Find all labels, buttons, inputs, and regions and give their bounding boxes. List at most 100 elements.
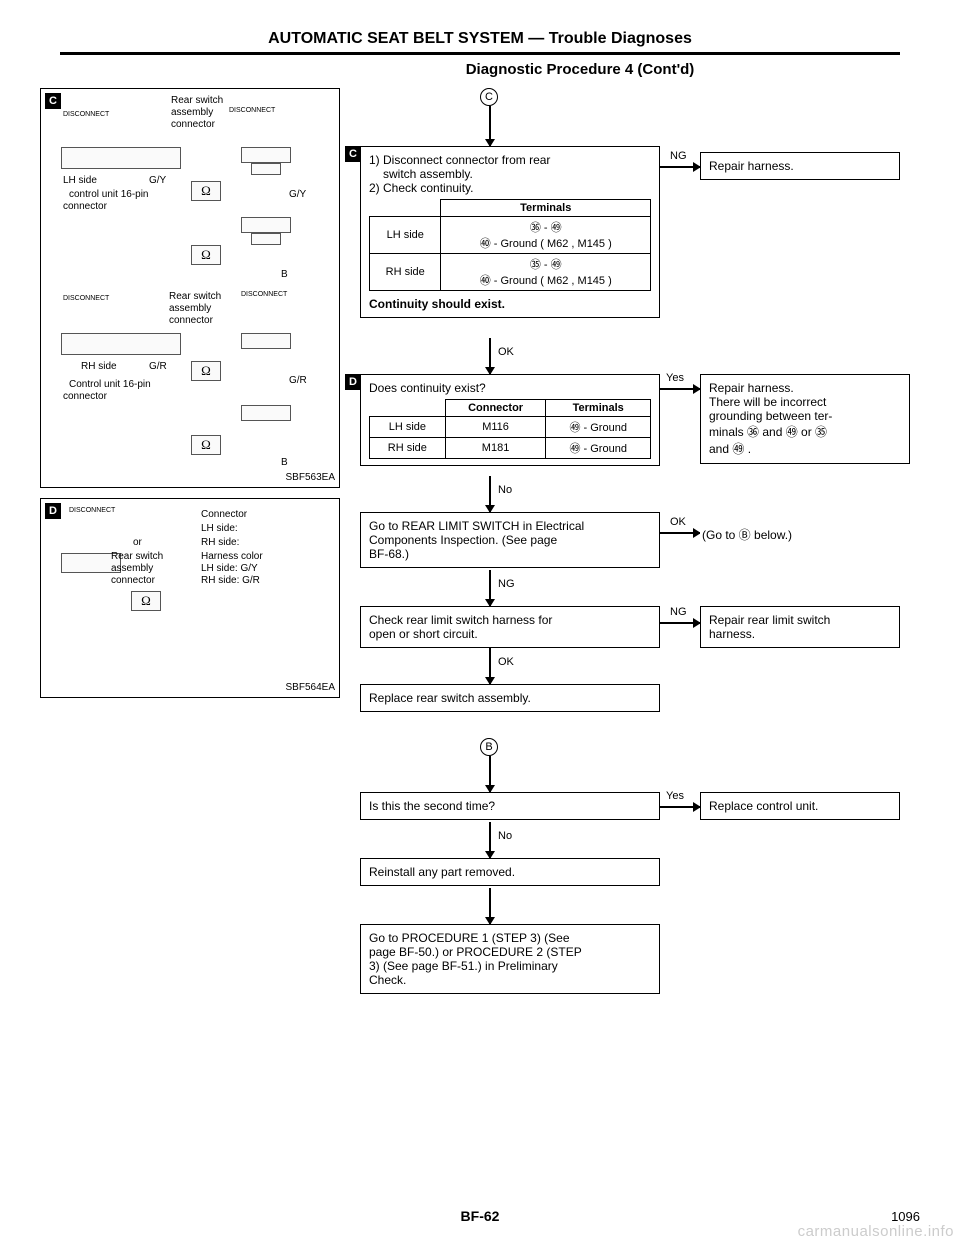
pin-53a	[251, 163, 281, 175]
footer-page: BF-62	[0, 1208, 960, 1224]
box1-letter: C	[345, 146, 361, 162]
td-rh-val: ㉟ - ㊾㊵ - Ground ( M62 , M145 )	[441, 254, 651, 291]
box1-line1: 1) Disconnect connector from rear	[369, 153, 651, 167]
text-conn-d: Connector	[201, 509, 247, 521]
text-disconnect3: DISCONNECT	[63, 295, 109, 303]
line-box3-ok	[660, 532, 700, 534]
box-rear-limit: Go to REAR LIMIT SWITCH in Electrical Co…	[360, 512, 660, 568]
text-gy2: G/Y	[289, 189, 306, 201]
box2-question: Does continuity exist?	[369, 381, 651, 395]
watermark: carmanualsonline.info	[798, 1223, 954, 1240]
box3-l2: Components Inspection. (See page	[369, 533, 651, 547]
text-connector2: connector	[63, 201, 107, 213]
th2-conn: Connector	[445, 400, 546, 417]
td2-rh: RH side	[370, 438, 446, 459]
ohm-symbol-5: Ω	[131, 591, 161, 611]
td2-rh-t: ㊾ - Ground	[546, 438, 651, 459]
text-lh-side-d: LH side:	[201, 523, 238, 535]
connector-block-3	[241, 217, 291, 233]
box1-line2: switch assembly.	[369, 167, 651, 181]
box8-l1: Go to PROCEDURE 1 (STEP 3) (See	[369, 931, 651, 945]
connector-block-5	[241, 333, 291, 349]
text-hcolor: Harness color	[201, 551, 263, 563]
page: AUTOMATIC SEAT BELT SYSTEM — Trouble Dia…	[0, 0, 960, 1168]
td-lh: LH side	[370, 217, 441, 254]
text-asm-d: assembly	[111, 563, 153, 575]
line-b-to-box6	[489, 756, 491, 792]
connector-block-1	[61, 147, 181, 169]
text-ctrl-unit2: Control unit 16-pin	[69, 379, 151, 391]
text-disconnect1: DISCONNECT	[63, 111, 109, 119]
line-box3-ng	[489, 570, 491, 606]
panel-c-label: C	[45, 93, 61, 109]
text-rh-side: RH side	[81, 361, 117, 373]
line-box4-ng	[660, 622, 700, 624]
line-box1-ng	[660, 166, 700, 168]
connector-block-6	[241, 405, 291, 421]
box-check-continuity: C 1) Disconnect connector from rear swit…	[360, 146, 660, 318]
text-disconnect4: DISCONNECT	[241, 291, 287, 299]
box2-letter: D	[345, 374, 361, 390]
box-repair-rear-limit: Repair rear limit switch harness.	[700, 606, 900, 648]
content-area: C Rear switch assembly connector DISCONN…	[40, 88, 920, 1148]
line-box4-ok	[489, 648, 491, 684]
panel-c-ref: SBF563EA	[286, 472, 335, 483]
td-lh-val: ㊱ - ㊾㊵ - Ground ( M62 , M145 )	[441, 217, 651, 254]
th2-term: Terminals	[546, 400, 651, 417]
box-replace-control-unit: Replace control unit.	[700, 792, 900, 820]
box2r-l2: There will be incorrect	[709, 395, 901, 409]
text-lh-gy-d: LH side: G/Y	[201, 563, 258, 575]
page-header: AUTOMATIC SEAT BELT SYSTEM — Trouble Dia…	[60, 30, 900, 55]
diagram-panel-c: C Rear switch assembly connector DISCONN…	[40, 88, 340, 488]
text-connector: connector	[171, 119, 215, 131]
text-disconnect2: DISCONNECT	[229, 107, 275, 115]
td2-lh-t: ㊾ - Ground	[546, 417, 651, 438]
footer-number: 1096	[891, 1209, 920, 1224]
label-yes2: Yes	[664, 790, 686, 802]
box2r-l1: Repair harness.	[709, 381, 901, 395]
line-box2-yes	[660, 388, 700, 390]
ohm-symbol-3: Ω	[191, 361, 221, 381]
box-repair-harness-1: Repair harness.	[700, 152, 900, 180]
connector-block-4	[61, 333, 181, 355]
box-second-time: Is this the second time?	[360, 792, 660, 820]
pin-56a	[251, 233, 281, 245]
text-gr: G/R	[149, 361, 167, 373]
text-lh-side: LH side	[63, 175, 97, 187]
box-check-harness: Check rear limit switch harness for open…	[360, 606, 660, 648]
label-ok1: OK	[496, 346, 516, 358]
line-box2-no	[489, 476, 491, 512]
text-assembly2: assembly	[169, 303, 211, 315]
box3-l3: BF-68.)	[369, 547, 651, 561]
text-assembly: assembly	[171, 107, 213, 119]
box-reinstall: Reinstall any part removed.	[360, 858, 660, 886]
label-ok2: OK	[668, 516, 688, 528]
box-goto-b: (Go to Ⓑ below.)	[700, 526, 794, 543]
box-replace-rear-switch: Replace rear switch assembly.	[360, 684, 660, 712]
text-b1: B	[281, 269, 288, 281]
table-terminals-1: Terminals LH side ㊱ - ㊾㊵ - Ground ( M62 …	[369, 199, 651, 291]
td-rh: RH side	[370, 254, 441, 291]
ohm-symbol-1: Ω	[191, 181, 221, 201]
td2-rh-c: M181	[445, 438, 546, 459]
box8-l4: Check.	[369, 973, 651, 987]
text-connector4: connector	[63, 391, 107, 403]
text-disconnect5: DISCONNECT	[69, 507, 115, 515]
th-terminals: Terminals	[441, 200, 651, 217]
box4-l1: Check rear limit switch harness for	[369, 613, 651, 627]
label-ok3: OK	[496, 656, 516, 668]
text-rh-side-d: RH side:	[201, 537, 239, 549]
text-gr2: G/R	[289, 375, 307, 387]
text-b2: B	[281, 457, 288, 469]
line-box7-down	[489, 888, 491, 924]
box4r-l1: Repair rear limit switch	[709, 613, 891, 627]
panel-d-label: D	[45, 503, 61, 519]
label-ng2: NG	[496, 578, 517, 590]
text-rear-switch2: Rear switch	[169, 291, 221, 303]
label-ng1: NG	[668, 150, 689, 162]
label-yes1: Yes	[664, 372, 686, 384]
text-ctrl-unit: control unit 16-pin	[69, 189, 149, 201]
box-repair-harness-2: Repair harness. There will be incorrect …	[700, 374, 910, 464]
box2r-l3: grounding between ter-	[709, 409, 901, 423]
ohm-symbol-4: Ω	[191, 435, 221, 455]
